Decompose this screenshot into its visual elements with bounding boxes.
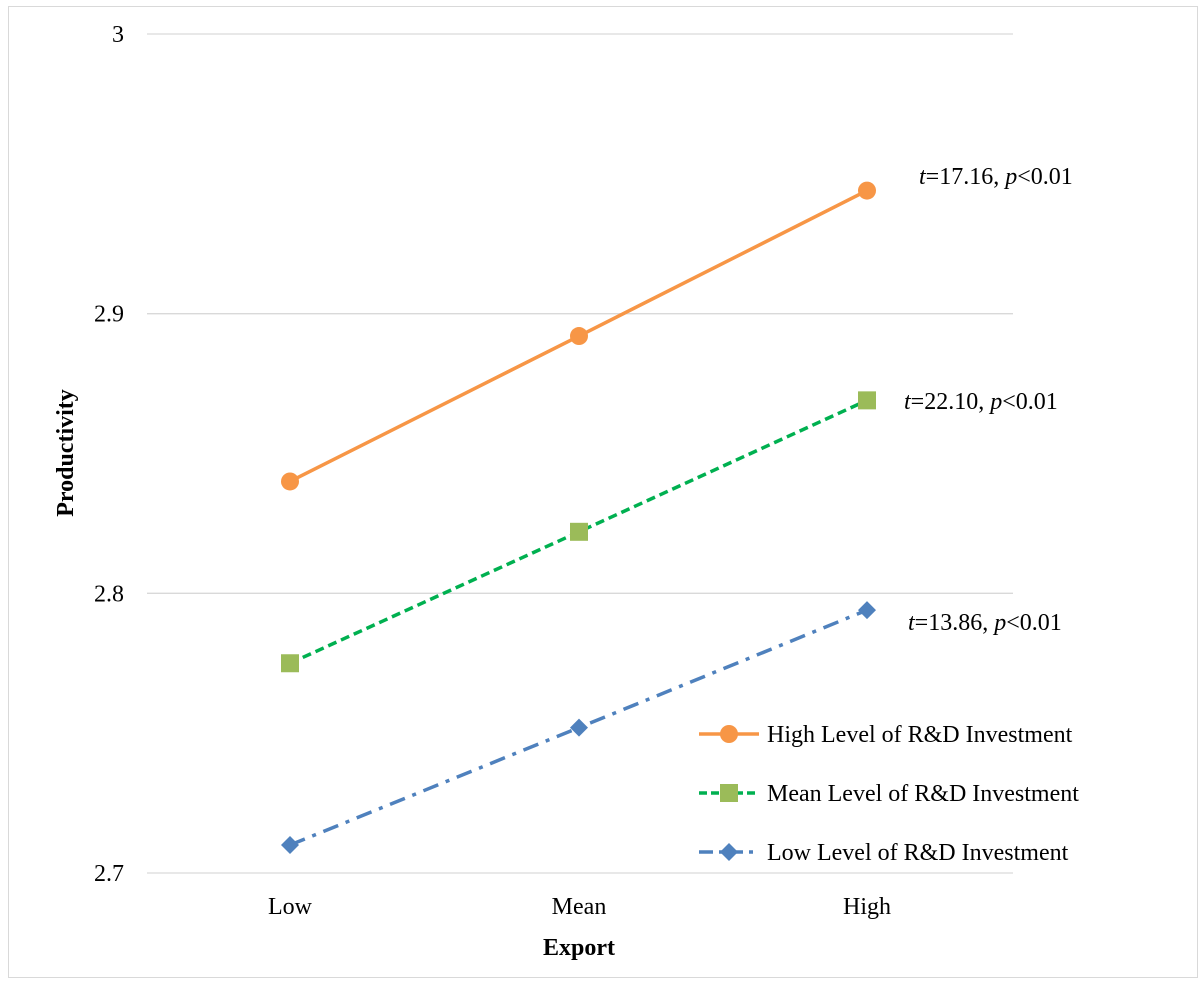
data-point: [858, 391, 876, 410]
data-point: [281, 654, 299, 673]
data-point: [281, 472, 299, 491]
y-axis-ticks: 2.7 2.8 2.9 3: [94, 22, 124, 887]
gridlines: [147, 33, 1013, 874]
annotation-3: t=13.86, p<0.01: [908, 610, 1062, 636]
series-lines: [281, 181, 876, 855]
annotation-1: t=17.16, p<0.01: [919, 164, 1073, 190]
chart-frame: [8, 6, 1198, 978]
legend-item-mean-level-of-randd-investment: Mean Level of R&D Investment: [699, 781, 1079, 807]
legend-label: High Level of R&D Investment: [767, 722, 1073, 748]
series-high-level-of-randd-investment: [281, 181, 876, 491]
data-point: [570, 718, 588, 737]
data-point: [858, 601, 876, 620]
series-line: [289, 398, 868, 665]
y-axis-label: Productivity: [53, 389, 79, 517]
x-tick-label: High: [843, 894, 891, 920]
data-point: [858, 181, 876, 200]
annotations: t=17.16, p<0.01 t=22.10, p<0.01 t=13.86, p…: [904, 164, 1073, 636]
legend: High Level of R&D Investment Mean Level o…: [699, 722, 1079, 866]
data-point: [570, 327, 588, 346]
data-point: [570, 522, 588, 541]
y-tick-label: 2.8: [94, 581, 124, 607]
data-point: [281, 836, 299, 855]
x-tick-label: Low: [268, 894, 313, 920]
series-line: [289, 608, 868, 847]
x-axis-ticks: Low Mean High: [268, 894, 891, 920]
y-tick-label: 3: [112, 22, 124, 48]
series-low-level-of-randd-investment: [281, 601, 876, 855]
x-axis-label: Export: [543, 935, 615, 961]
series-mean-level-of-randd-investment: [281, 391, 876, 673]
legend-label: Low Level of R&D Investment: [767, 840, 1069, 866]
legend-marker: [720, 843, 738, 861]
x-tick-label: Mean: [552, 894, 607, 920]
legend-item-low-level-of-randd-investment: Low Level of R&D Investment: [699, 840, 1069, 866]
annotation-2: t=22.10, p<0.01: [904, 389, 1058, 415]
legend-marker: [720, 784, 738, 802]
legend-marker: [720, 725, 738, 743]
legend-label: Mean Level of R&D Investment: [767, 781, 1079, 807]
legend-item-high-level-of-randd-investment: High Level of R&D Investment: [699, 722, 1073, 748]
y-tick-label: 2.7: [94, 861, 124, 887]
y-tick-label: 2.9: [94, 302, 124, 328]
